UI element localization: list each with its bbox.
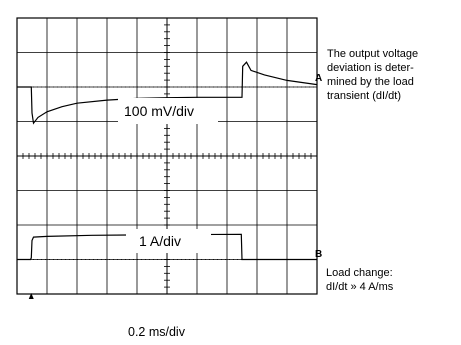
- trigger-marker: [28, 293, 34, 299]
- x-axis-scale-label: 0.2 ms/div: [128, 325, 185, 339]
- current-trace: [17, 233, 317, 261]
- plot-frame: [16, 17, 318, 295]
- channel-marker-b: B: [315, 249, 322, 260]
- voltage-scale-label: 100 mV/div: [124, 103, 194, 119]
- annotation-load-change: Load change: dI/dt » 4 A/ms: [326, 267, 394, 293]
- label-mask-1: [118, 98, 218, 124]
- annotation-voltage-deviation: The output voltage deviation is deter- m…: [327, 48, 419, 102]
- channel-marker-a: A: [315, 73, 322, 84]
- current-scale-label: 1 A/div: [139, 233, 181, 249]
- label-mask-2: [126, 229, 211, 253]
